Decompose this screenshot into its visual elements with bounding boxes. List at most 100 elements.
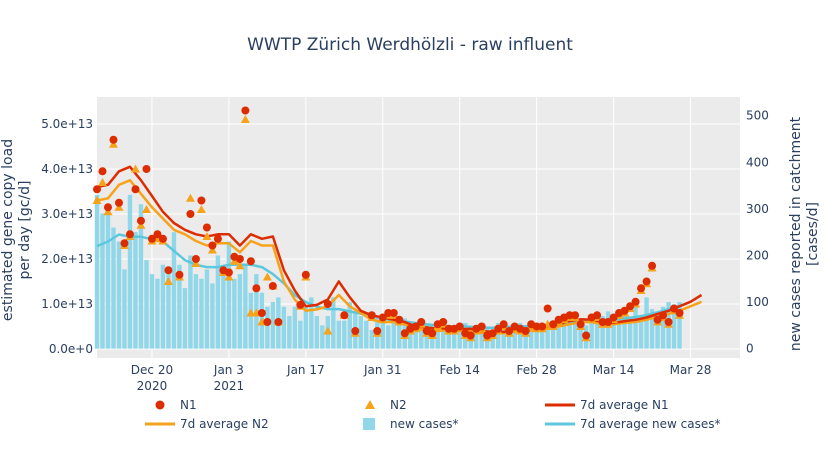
- n1-point: [340, 311, 349, 320]
- new-cases-bar: [287, 316, 292, 349]
- new-cases-bar: [380, 320, 385, 349]
- new-cases-bar: [298, 320, 303, 349]
- n1-point: [164, 266, 173, 275]
- y-tick-label: 0.0e+0: [49, 342, 93, 356]
- legend-label: 7d average N2: [180, 417, 269, 431]
- n1-point: [384, 309, 393, 317]
- n1-point: [488, 329, 497, 338]
- new-cases-bar: [517, 323, 523, 349]
- new-cases-bar: [605, 311, 611, 349]
- n2-point: [130, 164, 140, 173]
- new-cases-bar: [237, 274, 243, 349]
- y-axis-title-line: estimated gene copy load: [0, 139, 16, 321]
- y2-tick-label: 0: [746, 342, 754, 356]
- new-cases-bar: [622, 311, 627, 349]
- n1-point: [158, 234, 167, 243]
- n1-point: [576, 320, 585, 329]
- n1-point: [637, 284, 646, 293]
- n1-point: [477, 322, 486, 331]
- n1-point: [543, 304, 552, 313]
- new-cases-bar: [397, 320, 402, 349]
- n1-point: [103, 203, 112, 212]
- legend-label: 7d average new cases*: [580, 417, 720, 431]
- new-cases-bar: [248, 292, 254, 349]
- new-cases-bar: [627, 318, 633, 349]
- legend-square-icon: [363, 418, 375, 430]
- new-cases-bar: [561, 320, 567, 349]
- new-cases-bar: [221, 269, 226, 349]
- x-tick-label: Dec 20: [131, 363, 173, 377]
- new-cases-bar: [243, 264, 248, 349]
- n1-point: [593, 311, 602, 320]
- n1-point: [659, 311, 668, 320]
- new-cases-bar: [446, 330, 451, 349]
- new-cases-bar: [144, 260, 149, 349]
- new-cases-bar: [193, 274, 199, 349]
- n1-point: [598, 318, 607, 326]
- y-axis-title-text: estimated gene copy loadper day [gc/d]: [0, 139, 33, 321]
- legend-item[interactable]: N2: [365, 398, 407, 412]
- n1-point: [428, 329, 437, 338]
- new-cases-bar: [539, 327, 545, 349]
- new-cases-bar: [655, 311, 660, 349]
- n1-point: [142, 165, 151, 173]
- n2-point: [141, 205, 151, 213]
- legend-item[interactable]: 7d average new cases*: [545, 417, 720, 431]
- n1-point: [136, 216, 145, 225]
- n1-point: [466, 331, 475, 340]
- y-tick-label: 2.0e+13: [41, 252, 93, 266]
- legend-item[interactable]: N1: [155, 398, 197, 412]
- n1-point: [538, 322, 547, 331]
- n1-point: [263, 318, 272, 326]
- n1-point: [494, 324, 503, 333]
- new-cases-bar: [309, 297, 314, 349]
- y-tick-label: 3.0e+13: [41, 207, 93, 221]
- new-cases-bar: [364, 320, 369, 349]
- n1-point: [642, 277, 651, 286]
- n1-point: [521, 327, 530, 335]
- new-cases-bar: [336, 320, 342, 349]
- legend-circle-icon: [155, 400, 165, 410]
- new-cases-bar: [633, 306, 638, 349]
- n1-point: [367, 311, 376, 320]
- legend-item[interactable]: 7d average N1: [545, 398, 669, 412]
- n1-point: [114, 198, 123, 207]
- new-cases-bar: [292, 306, 298, 349]
- x-tick-label: Jan 17: [286, 363, 325, 377]
- n1-point: [675, 309, 684, 317]
- n1-point: [549, 320, 558, 329]
- y2-axis: 0 100 200 300 400 500: [746, 109, 769, 356]
- n1-point: [125, 230, 134, 239]
- n2-point: [235, 261, 245, 270]
- new-cases-bar: [424, 325, 429, 349]
- n1-point: [373, 327, 382, 335]
- new-cases-bar: [331, 297, 336, 349]
- n1-point: [147, 234, 156, 243]
- new-cases-bar: [408, 327, 413, 349]
- new-cases-bar: [495, 323, 501, 349]
- chart-title: WWTP Zürich Werdhölzli - raw influent: [247, 35, 573, 55]
- legend: N1 N2 7d average N1 7d average N2 new cases*…: [145, 398, 720, 431]
- n1-point: [620, 306, 629, 315]
- new-cases-bar: [452, 327, 457, 349]
- legend-item[interactable]: new cases*: [363, 417, 458, 431]
- new-cases-bar: [572, 323, 578, 349]
- n2-point: [202, 232, 212, 240]
- n1-point: [571, 311, 580, 320]
- y-axis: 0.0e+0 1.0e+13 2.0e+13 3.0e+13 4.0e+13 5.0e+1…: [41, 117, 93, 356]
- new-cases-bar: [155, 278, 160, 349]
- n1-point: [213, 234, 222, 243]
- y2-axis-title-line: [cases/d]: [805, 202, 821, 266]
- new-cases-bar: [342, 320, 347, 349]
- x-tick-year-label: 2020: [137, 379, 168, 393]
- n1-point: [224, 268, 233, 277]
- legend-label: 7d average N1: [580, 398, 669, 412]
- new-cases-bar: [149, 274, 155, 349]
- n1-point: [505, 327, 514, 335]
- legend-item[interactable]: 7d average N2: [145, 417, 269, 431]
- n1-point: [109, 135, 118, 144]
- y-tick-label: 5.0e+13: [41, 117, 93, 131]
- n1-point: [191, 255, 200, 263]
- n2-point: [240, 115, 250, 123]
- n1-point: [565, 311, 574, 320]
